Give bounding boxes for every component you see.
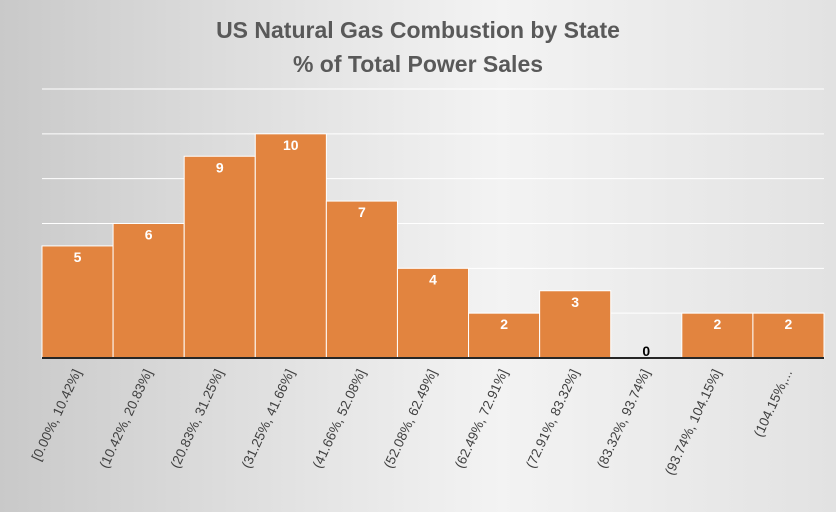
bar bbox=[752, 312, 825, 359]
x-tick-label: (20.83%, 31.25%] bbox=[167, 367, 226, 471]
x-tick-label: (41.66%, 52.08%] bbox=[310, 367, 369, 471]
bar bbox=[112, 223, 185, 359]
data-label: 2 bbox=[500, 316, 508, 332]
x-tick-label: (31.25%, 41.66%] bbox=[239, 367, 298, 471]
x-axis-tick-labels: [0.00%, 10.42%] (10.42%, 20.83%] (20.83%, … bbox=[29, 367, 795, 477]
data-label: 6 bbox=[145, 227, 153, 243]
x-tick-label: (62.49%, 72.91%] bbox=[452, 367, 511, 471]
data-labels: 5 6 9 10 7 4 2 3 0 2 2 bbox=[74, 137, 793, 359]
bars bbox=[41, 133, 825, 359]
chart-title-line-1: US Natural Gas Combustion by State bbox=[216, 17, 620, 43]
x-tick-label: (52.08%, 62.49%] bbox=[381, 367, 440, 471]
bar bbox=[539, 290, 612, 359]
x-tick-label: (83.32%, 93.74%] bbox=[594, 367, 653, 471]
x-tick-label: (10.42%, 20.83%] bbox=[96, 367, 155, 471]
bar bbox=[183, 155, 256, 359]
data-label: 2 bbox=[785, 316, 793, 332]
data-label: 0 bbox=[642, 343, 650, 359]
bar bbox=[254, 133, 327, 359]
data-label: 2 bbox=[713, 316, 721, 332]
data-label: 10 bbox=[283, 137, 299, 153]
x-tick-label: (72.91%, 83.32%] bbox=[523, 367, 582, 471]
chart-title-line-2: % of Total Power Sales bbox=[293, 51, 543, 77]
data-label: 3 bbox=[571, 294, 579, 310]
data-label: 7 bbox=[358, 204, 366, 220]
x-tick-label: (104.15%,... bbox=[751, 367, 795, 439]
data-label: 9 bbox=[216, 159, 224, 175]
bar bbox=[325, 200, 398, 359]
bar bbox=[681, 312, 754, 359]
data-label: 4 bbox=[429, 271, 437, 287]
data-label: 5 bbox=[74, 249, 82, 265]
x-tick-label: [0.00%, 10.42%] bbox=[29, 367, 84, 463]
x-tick-label: (93.74%, 104.15%] bbox=[662, 367, 724, 477]
